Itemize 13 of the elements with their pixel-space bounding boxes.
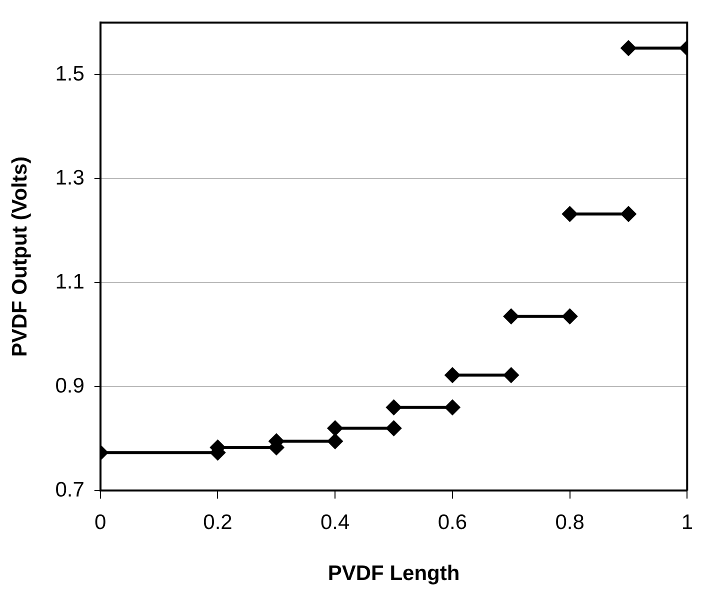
y-tick-label: 1.5 [55,62,84,86]
y-axis-title: PVDF Output (Volts) [8,156,32,357]
x-tick-label: 0.2 [203,510,232,534]
x-tick-label: 1 [681,510,694,534]
x-tick-label: 0 [94,510,106,534]
y-tick-label: 0.9 [55,374,84,398]
x-axis-title: PVDF Length [328,562,460,586]
y-tick-label: 1.1 [55,270,84,294]
y-tick-label: 1.3 [55,166,84,190]
x-tick-label: 0.8 [555,510,584,534]
x-tick-label: 0.4 [320,510,350,534]
x-tick-label: 0.6 [438,510,468,534]
y-tick-label: 0.7 [55,478,84,502]
